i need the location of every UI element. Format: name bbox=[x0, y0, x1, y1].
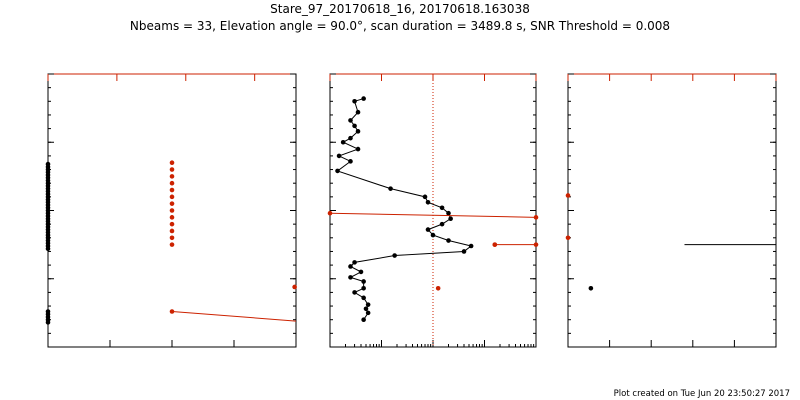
data-point bbox=[169, 242, 175, 247]
panel-frame bbox=[329, 73, 537, 348]
data-point bbox=[361, 279, 366, 284]
data-point bbox=[425, 227, 431, 232]
data-point bbox=[446, 210, 451, 216]
data-point bbox=[461, 249, 467, 254]
data-point bbox=[169, 221, 175, 227]
data-point bbox=[365, 310, 371, 316]
panel-snr bbox=[327, 73, 539, 348]
plot-area bbox=[45, 73, 777, 348]
data-point bbox=[340, 139, 346, 145]
data-point bbox=[361, 317, 366, 323]
data-point bbox=[169, 215, 175, 220]
data-point bbox=[565, 235, 571, 241]
data-point bbox=[422, 194, 428, 200]
footer-text: Plot created on Tue Jun 20 23:50:27 2017 bbox=[614, 389, 790, 399]
data-point bbox=[361, 295, 366, 301]
data-point bbox=[327, 210, 333, 216]
data-point bbox=[169, 180, 175, 186]
panel-residual bbox=[565, 73, 777, 348]
series-line bbox=[329, 212, 537, 218]
data-point bbox=[336, 153, 342, 159]
data-point bbox=[446, 238, 451, 243]
data-point bbox=[348, 264, 353, 269]
chart-title-line1: Stare_97_20170618_16, 20170618.163038 bbox=[270, 2, 530, 16]
data-point bbox=[352, 260, 357, 265]
data-point bbox=[169, 174, 175, 179]
data-point bbox=[439, 205, 445, 211]
data-point bbox=[365, 302, 371, 307]
chart-title-line2: Nbeams = 33, Elevation angle = 90.0°, sc… bbox=[130, 19, 670, 33]
series-line bbox=[171, 311, 297, 322]
data-point bbox=[352, 290, 357, 295]
data-point bbox=[348, 118, 353, 123]
data-point bbox=[392, 253, 397, 258]
data-point bbox=[169, 235, 175, 241]
data-point bbox=[425, 200, 431, 205]
data-point bbox=[45, 320, 51, 325]
data-point bbox=[169, 187, 175, 193]
data-point bbox=[492, 242, 498, 247]
data-point bbox=[169, 194, 175, 200]
data-point bbox=[361, 96, 366, 101]
data-point bbox=[363, 306, 369, 312]
data-point bbox=[439, 221, 445, 227]
data-point bbox=[468, 243, 474, 249]
data-point bbox=[588, 286, 594, 291]
data-point bbox=[355, 129, 361, 134]
data-point bbox=[355, 146, 361, 152]
data-point bbox=[348, 135, 353, 141]
data-point bbox=[435, 286, 441, 291]
data-point bbox=[169, 201, 175, 206]
panel-wind bbox=[45, 73, 297, 348]
data-point bbox=[352, 99, 357, 104]
data-point bbox=[169, 208, 175, 213]
data-point bbox=[335, 168, 340, 174]
data-point bbox=[430, 232, 436, 238]
data-point bbox=[348, 159, 353, 164]
data-point bbox=[448, 216, 453, 221]
data-point bbox=[169, 160, 175, 166]
data-point bbox=[169, 228, 175, 234]
data-point bbox=[169, 167, 175, 172]
data-point bbox=[565, 193, 571, 198]
data-point bbox=[533, 242, 539, 247]
data-point bbox=[355, 109, 361, 115]
data-point bbox=[352, 123, 357, 129]
data-point bbox=[361, 286, 366, 291]
data-point bbox=[292, 284, 297, 290]
data-point bbox=[348, 275, 353, 280]
panel-frame bbox=[567, 73, 777, 348]
data-point bbox=[388, 186, 393, 191]
data-point bbox=[358, 269, 364, 275]
data-point bbox=[45, 246, 51, 252]
data-point bbox=[533, 215, 539, 220]
